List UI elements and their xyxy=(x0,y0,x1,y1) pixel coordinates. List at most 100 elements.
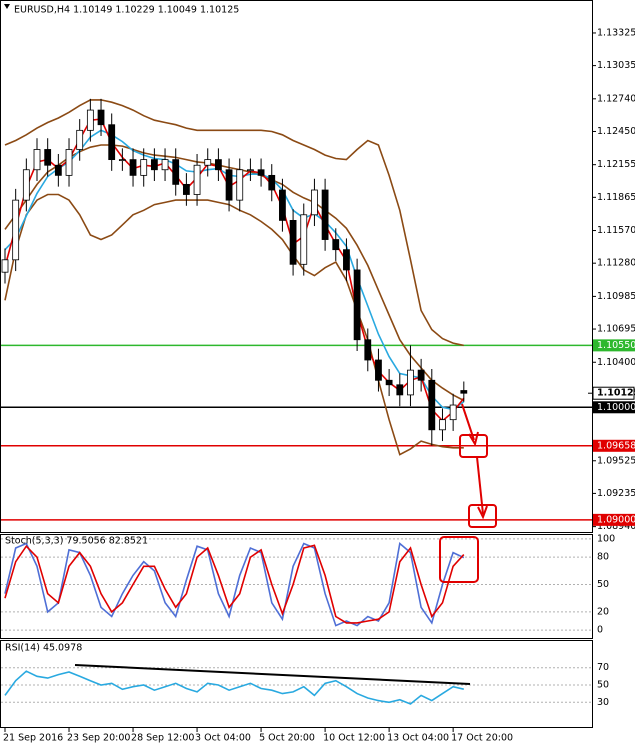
x-tick-label: 13 Oct 04:00 xyxy=(387,733,449,744)
candle-body xyxy=(140,159,148,176)
y-tick-label: 1.10695 xyxy=(597,324,635,335)
y-tick-label: 1.10400 xyxy=(597,357,635,368)
y-tick-label: 70 xyxy=(597,662,609,673)
level-label: 1.10000 xyxy=(597,402,635,413)
y-tick-label: 0 xyxy=(597,625,603,636)
level-label-bg xyxy=(593,339,635,352)
target-box xyxy=(459,434,488,458)
y-tick-label: 1.12740 xyxy=(597,93,635,104)
candle-body xyxy=(289,220,297,265)
candle-body xyxy=(321,189,329,240)
y-tick-label: 1.12155 xyxy=(597,159,635,170)
level-label-bg xyxy=(593,401,635,414)
candle-body xyxy=(1,259,9,273)
candle-body xyxy=(247,169,254,172)
x-tick-label: 10 Oct 12:00 xyxy=(323,733,385,744)
candle-body xyxy=(86,109,94,131)
panel-title: RSI(14) 45.0978 xyxy=(5,643,82,654)
candle-body xyxy=(343,249,350,271)
x-tick-label: 3 Oct 04:00 xyxy=(195,733,251,744)
target-box xyxy=(468,504,497,528)
indicator-line xyxy=(4,670,464,705)
level-label: 1.09658 xyxy=(597,440,635,451)
arrow-head xyxy=(477,505,488,520)
x-tick-label: 17 Oct 20:00 xyxy=(451,733,513,744)
y-tick-label: 20 xyxy=(597,606,609,617)
rsi-frame xyxy=(0,640,593,728)
candle-body xyxy=(279,189,286,221)
plot-layer: EURUSD,H4 1.10149 1.10229 1.10049 1.1012… xyxy=(1,5,635,744)
panel-title: Stoch(5,3,3) 79.5056 82.8521 xyxy=(5,536,148,547)
candle-body xyxy=(375,359,382,381)
candle-body xyxy=(428,379,436,431)
candle-body xyxy=(449,404,457,421)
candle-body xyxy=(97,109,105,126)
candle-body xyxy=(268,174,276,191)
candle-body xyxy=(311,189,318,216)
x-tick-label: 21 Sep 2016 xyxy=(3,733,63,744)
stoch-box xyxy=(439,536,479,583)
candle-body xyxy=(225,169,233,201)
y-tick-label: 1.09525 xyxy=(597,455,635,466)
candle-body xyxy=(332,239,340,251)
last-price-label: 1.10125 xyxy=(597,388,635,399)
y-tick-label: 80 xyxy=(597,552,609,563)
x-tick-label: 28 Sep 12:00 xyxy=(131,733,194,744)
y-tick-label: 1.13325 xyxy=(597,27,635,38)
indicator-line xyxy=(4,99,464,347)
level-label-bg xyxy=(593,513,635,526)
rsi-trendline xyxy=(74,664,471,685)
indicator-line xyxy=(4,544,465,624)
candle-body xyxy=(417,369,425,381)
y-tick-label: 1.11280 xyxy=(597,258,635,269)
candle-body xyxy=(44,149,52,166)
y-tick-label: 50 xyxy=(597,579,609,590)
last-price-bg xyxy=(592,386,635,400)
candle-body xyxy=(22,169,30,201)
y-tick-label: 1.11865 xyxy=(597,192,635,203)
y-tick-label: 1.08940 xyxy=(597,521,635,532)
title-icon xyxy=(4,4,10,9)
candle-body xyxy=(396,384,404,396)
y-tick-label: 1.10985 xyxy=(597,291,635,302)
candle-body xyxy=(214,159,222,171)
candle-body xyxy=(385,379,393,386)
candle-body xyxy=(161,159,169,171)
candle-body xyxy=(364,339,372,361)
x-tick-label: 5 Oct 20:00 xyxy=(259,733,315,744)
level-label: 1.10550 xyxy=(597,340,635,351)
x-tick-label: 23 Sep 20:00 xyxy=(67,733,130,744)
level-label-bg xyxy=(593,439,635,452)
candle-body xyxy=(407,369,414,396)
candle-body xyxy=(129,159,137,176)
y-tick-label: 1.11570 xyxy=(597,225,635,236)
candle-body xyxy=(172,159,180,185)
candle-body xyxy=(300,214,308,265)
chart-title: EURUSD,H4 1.10149 1.10229 1.10049 1.1012… xyxy=(14,5,239,16)
candle-body xyxy=(54,164,62,176)
stoch-frame xyxy=(0,534,593,639)
y-tick-label: 30 xyxy=(597,697,609,708)
candle-body xyxy=(204,159,212,166)
candle-body xyxy=(65,149,73,176)
main-frame xyxy=(0,0,593,533)
candle-body xyxy=(193,164,201,195)
candle-body xyxy=(439,419,446,431)
candle-body xyxy=(257,169,265,176)
y-tick-label: 50 xyxy=(597,679,609,690)
candle-body xyxy=(182,183,190,195)
level-label: 1.09000 xyxy=(597,514,635,525)
indicator-line xyxy=(4,144,465,402)
candle-body xyxy=(353,269,361,341)
candle-body xyxy=(108,124,116,161)
annotations xyxy=(439,403,497,583)
indicator-line xyxy=(4,541,465,627)
y-tick-label: 100 xyxy=(597,533,615,544)
candle-body xyxy=(150,159,158,171)
candle-body xyxy=(460,390,468,394)
candle-body xyxy=(12,199,20,261)
y-tick-label: 1.09235 xyxy=(597,488,635,499)
indicator-line xyxy=(4,193,464,456)
